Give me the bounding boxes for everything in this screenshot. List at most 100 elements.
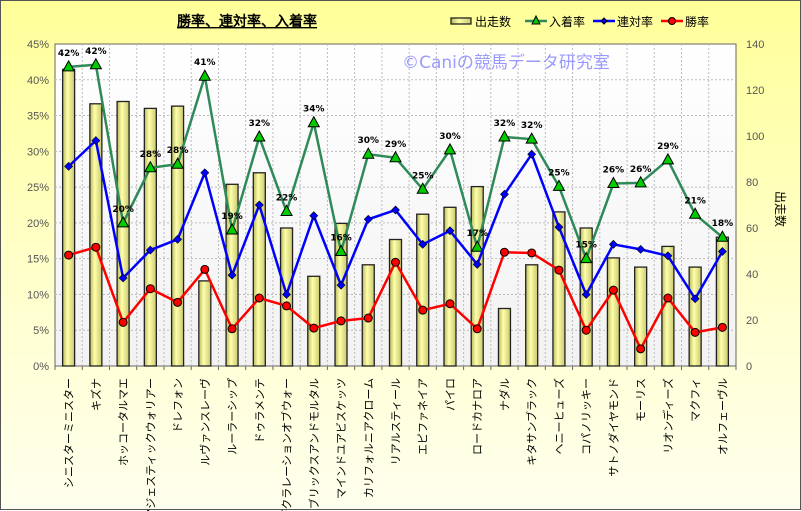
legend-marker bbox=[668, 17, 676, 25]
bar-出走数 bbox=[525, 264, 539, 367]
category-label: マクフィ bbox=[689, 378, 702, 422]
category-label: カリフォルニアクローム bbox=[362, 378, 375, 498]
point-連対率 bbox=[636, 244, 646, 254]
bar-出走数 bbox=[443, 206, 457, 367]
point-入着率 bbox=[171, 157, 184, 169]
point-連対率 bbox=[254, 200, 264, 210]
category-label: ルヴァンスレーヴ bbox=[198, 378, 212, 466]
category-label: エピファネイア bbox=[417, 378, 430, 455]
category-label: キズナ bbox=[89, 378, 103, 411]
left-tick-label: 30% bbox=[27, 146, 49, 158]
point-連対率 bbox=[118, 273, 128, 283]
data-label-入着率: 18% bbox=[712, 219, 734, 229]
point-連対率 bbox=[363, 214, 373, 224]
bar-出走数 bbox=[116, 100, 130, 367]
category-label: ヘニーヒューズ bbox=[552, 378, 566, 454]
right-tick-label: 80 bbox=[746, 177, 758, 189]
right-axis-label: 出走数 bbox=[773, 191, 788, 227]
data-label-入着率: 29% bbox=[657, 142, 679, 152]
point-入着率 bbox=[498, 129, 511, 142]
point-勝率 bbox=[717, 322, 727, 332]
point-連対率 bbox=[91, 136, 101, 146]
point-連対率 bbox=[64, 161, 74, 171]
data-label-入着率: 16% bbox=[330, 234, 352, 244]
bar-出走数 bbox=[334, 222, 348, 367]
point-勝率 bbox=[309, 323, 319, 333]
point-勝率 bbox=[608, 285, 618, 295]
category-label: デクラレーションオブウォー bbox=[280, 378, 294, 511]
point-入着率 bbox=[252, 129, 266, 142]
data-label-入着率: 17% bbox=[466, 229, 488, 239]
point-勝率 bbox=[554, 265, 564, 275]
point-入着率 bbox=[280, 204, 293, 216]
watermark: ©Caniの競馬データ研究室 bbox=[402, 52, 610, 73]
point-入着率 bbox=[470, 240, 484, 252]
data-label-入着率: 29% bbox=[385, 140, 407, 150]
data-label-入着率: 42% bbox=[58, 49, 80, 59]
data-label-入着率: 34% bbox=[303, 105, 325, 115]
left-tick-label: 20% bbox=[27, 218, 49, 230]
point-入着率 bbox=[361, 147, 375, 159]
category-label: マインドユアビスケッツ bbox=[335, 378, 348, 499]
point-勝率 bbox=[445, 299, 455, 309]
point-入着率 bbox=[607, 176, 620, 189]
category-label: ドレフォン bbox=[172, 378, 185, 433]
legend: 出走数 入着率 連対率 勝率 bbox=[450, 14, 709, 29]
right-tick-label: 60 bbox=[746, 223, 758, 235]
point-入着率 bbox=[89, 57, 103, 70]
category-label: オルフェーヴル bbox=[715, 378, 729, 455]
data-label-入着率: 25% bbox=[548, 168, 570, 178]
data-label-入着率: 41% bbox=[194, 58, 216, 68]
data-label-入着率: 19% bbox=[221, 212, 243, 222]
point-連対率 bbox=[717, 247, 727, 256]
left-tick-label: 40% bbox=[27, 75, 49, 87]
point-連対率 bbox=[608, 239, 618, 249]
right-tick-label: 20 bbox=[746, 315, 758, 327]
point-勝率 bbox=[118, 317, 128, 327]
category-label: パイロ bbox=[444, 378, 457, 411]
point-連対率 bbox=[227, 270, 237, 280]
point-勝率 bbox=[581, 325, 591, 335]
point-連対率 bbox=[554, 222, 564, 232]
left-tick-label: 5% bbox=[33, 325, 49, 337]
left-tick-label: 45% bbox=[27, 39, 49, 51]
data-label-入着率: 22% bbox=[276, 193, 298, 203]
point-勝率 bbox=[663, 293, 673, 303]
left-tick-label: 0% bbox=[33, 361, 49, 373]
point-入着率 bbox=[661, 152, 675, 165]
point-連対率 bbox=[581, 290, 591, 299]
point-連対率 bbox=[445, 226, 455, 236]
point-連対率 bbox=[336, 280, 346, 290]
data-label-入着率: 25% bbox=[412, 171, 434, 181]
point-連対率 bbox=[690, 294, 700, 304]
point-入着率 bbox=[389, 150, 402, 163]
category-label: マジェスティックウォリアー bbox=[144, 378, 157, 511]
point-連対率 bbox=[282, 290, 291, 299]
point-勝率 bbox=[527, 248, 537, 258]
point-入着率 bbox=[143, 160, 157, 173]
bar-出走数 bbox=[252, 172, 266, 367]
point-連対率 bbox=[418, 239, 428, 249]
point-入着率 bbox=[62, 59, 75, 72]
point-勝率 bbox=[336, 316, 346, 326]
category-label: リアルスティール bbox=[390, 378, 403, 465]
data-label-入着率: 32% bbox=[521, 121, 543, 131]
category-label: リオンディーズ bbox=[661, 378, 675, 454]
category-label: ロードカナロア bbox=[471, 378, 484, 455]
legend-label: 入着率 bbox=[549, 14, 585, 29]
point-連対率 bbox=[472, 259, 482, 269]
point-勝率 bbox=[499, 247, 509, 257]
category-label: モーリス bbox=[635, 378, 648, 422]
bar-出走数 bbox=[143, 107, 157, 367]
bar-出走数 bbox=[552, 211, 566, 367]
right-tick-label: 100 bbox=[746, 131, 764, 143]
point-勝率 bbox=[363, 313, 373, 323]
legend-marker bbox=[531, 14, 541, 25]
category-label: シニスターミニスター bbox=[63, 378, 76, 488]
data-label-入着率: 20% bbox=[112, 205, 134, 215]
point-入着率 bbox=[552, 179, 566, 191]
point-勝率 bbox=[690, 327, 700, 337]
point-勝率 bbox=[391, 257, 400, 267]
point-入着率 bbox=[198, 69, 212, 81]
